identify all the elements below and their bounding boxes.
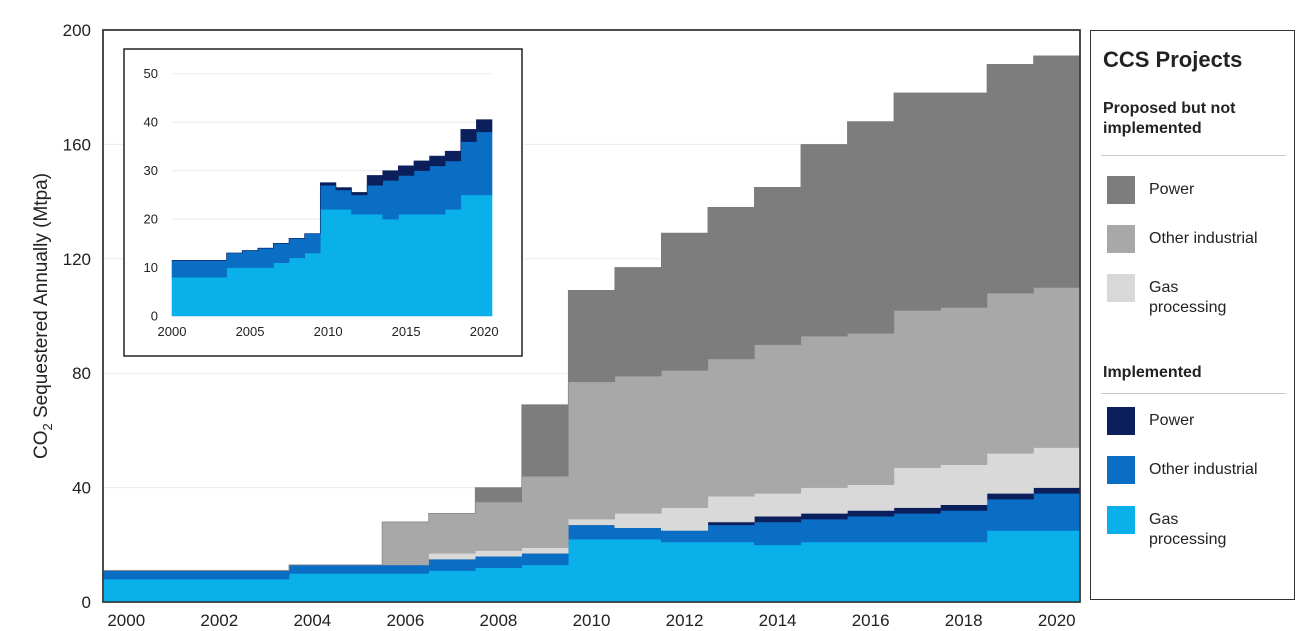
legend-label: Power <box>1149 412 1195 429</box>
y-axis-label-subscript: 2 <box>40 423 55 430</box>
legend-label: Gas processing <box>1149 279 1227 316</box>
legend-swatch <box>1107 456 1135 484</box>
x-tick-label: 2010 <box>314 324 343 339</box>
legend-swatch <box>1107 274 1135 302</box>
y-axis-label: CO2 Sequestered Annually (Mtpa) <box>31 173 55 459</box>
legend-item-implemented-gas-processing: Gas processing <box>1107 506 1292 548</box>
legend-swatch <box>1107 506 1135 534</box>
x-tick-label: 2014 <box>759 611 797 630</box>
x-tick-label: 2018 <box>945 611 983 630</box>
x-tick-label: 2005 <box>236 324 265 339</box>
legend-item-proposed-gas-processing: Gas processing <box>1107 274 1292 316</box>
x-tick-label: 2004 <box>293 611 331 630</box>
legend-heading-proposed: Proposed but not implemented <box>1103 100 1236 137</box>
area-series-power <box>172 119 493 261</box>
legend-label: Other industrial <box>1149 461 1258 478</box>
legend-swatch <box>1107 176 1135 204</box>
legend-label: Gas processing <box>1149 511 1227 548</box>
x-tick-label: 2012 <box>666 611 704 630</box>
legend-heading-implemented: Implemented <box>1103 364 1202 381</box>
y-tick-label: 120 <box>63 250 91 269</box>
plot-frame <box>102 29 1081 603</box>
legend-label: Other industrial <box>1149 230 1258 247</box>
y-tick-label: 30 <box>144 163 158 178</box>
legend-item-implemented-power: Power <box>1107 407 1292 447</box>
y-tick-label: 200 <box>63 21 91 40</box>
x-tick-label: 2020 <box>1038 611 1076 630</box>
y-tick-label: 20 <box>144 212 158 227</box>
legend-title: CCS Projects <box>1103 47 1243 72</box>
legend-item-proposed-other-industrial: Other industrial <box>1107 225 1292 265</box>
y-tick-label: 160 <box>63 135 91 154</box>
legend-item-implemented-other-industrial: Other industrial <box>1107 456 1292 496</box>
x-tick-label: 2006 <box>386 611 424 630</box>
inset-chart: 0 10 20 30 40 50 2000 2005 2010 2015 2020 <box>144 64 499 339</box>
legend-divider <box>1101 393 1286 394</box>
x-tick-label: 2020 <box>470 324 499 339</box>
legend-swatch <box>1107 407 1135 435</box>
y-tick-label: 0 <box>82 593 91 612</box>
legend-divider <box>1101 155 1286 156</box>
legend-item-proposed-power: Power <box>1107 176 1292 216</box>
y-tick-label: 40 <box>72 479 91 498</box>
x-tick-label: 2000 <box>158 324 187 339</box>
x-tick-label: 2015 <box>392 324 421 339</box>
y-tick-label: 10 <box>144 260 158 275</box>
x-tick-label: 2016 <box>852 611 890 630</box>
x-tick-label: 2008 <box>480 611 518 630</box>
legend-swatch <box>1107 225 1135 253</box>
x-tick-label: 2010 <box>573 611 611 630</box>
x-tick-label: 2000 <box>107 611 145 630</box>
y-tick-label: 80 <box>72 364 91 383</box>
x-tick-label: 2002 <box>200 611 238 630</box>
y-tick-label: 0 <box>151 309 158 324</box>
legend-label: Power <box>1149 181 1195 198</box>
y-tick-label: 40 <box>144 115 158 130</box>
y-tick-label: 50 <box>144 66 158 81</box>
y-axis-label-text: CO <box>31 431 52 460</box>
legend: CCS Projects Proposed but not implemente… <box>1090 30 1295 600</box>
y-axis-label-text: Sequestered Annually (Mtpa) <box>31 173 52 423</box>
